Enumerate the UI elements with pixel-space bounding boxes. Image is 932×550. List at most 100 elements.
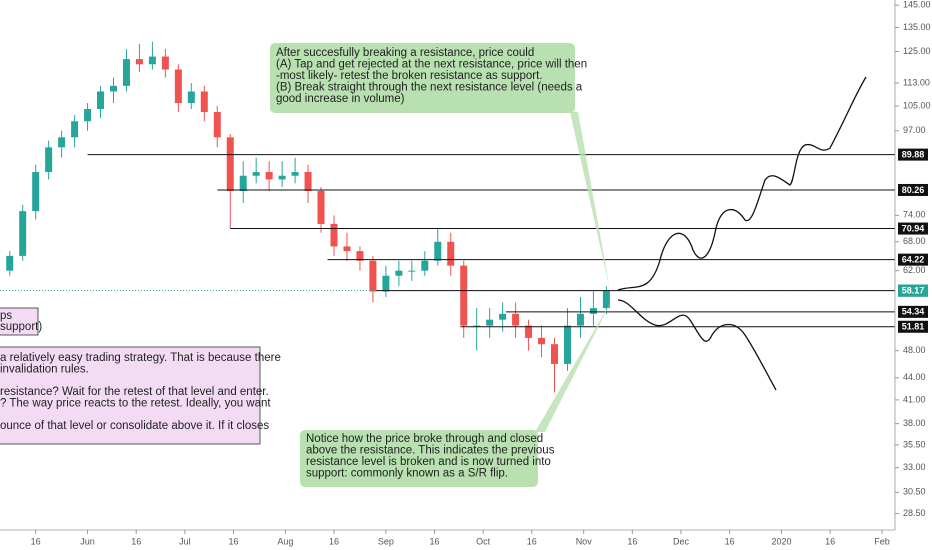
annotation-text: resistance level is broken and is now tu… [306,456,551,468]
x-tick-label: Feb [874,536,890,546]
annotation-text: above the resistance. This indicates the… [306,445,555,457]
y-tick-label: 68.00 [903,236,926,246]
x-tick-label: Dec [673,536,690,546]
candle-body [32,172,40,212]
price-label: 54.34 [902,307,925,317]
candle-body [576,313,584,326]
candle-body [187,91,195,104]
price-label-bg [898,320,928,333]
y-tick-label: 145.00 [903,0,931,10]
x-tick-label: Jun [80,536,95,546]
candle-body [512,313,520,326]
annotation-text: support) [0,321,42,333]
annotation-text: (B) Break straight through the next resi… [276,82,583,94]
candle-body [19,211,27,256]
candle-body [538,337,546,345]
x-tick-label: 16 [627,536,637,546]
candle-body [343,246,351,252]
candle-body [447,241,455,266]
annotation-text: Notice how the price broke through and c… [306,433,543,445]
x-tick-label: 16 [825,536,835,546]
candle-body [473,325,481,327]
annotation-text: good increase in volume) [276,93,405,105]
candle-body [84,108,92,122]
candle-body [97,91,105,109]
annotation-text: ps [0,310,12,322]
annotation-text: invalidation rules. [0,364,89,376]
candle-body [161,56,169,70]
sr-lines [0,154,895,328]
candle-body [421,260,429,271]
candle-body [109,85,117,92]
candle-body [330,223,338,247]
price-label: 70.94 [902,223,925,233]
candle-body [460,265,468,326]
projection-curve-b [617,299,777,391]
candle-body [499,313,507,320]
candles [6,41,610,393]
callout-pointer [535,300,612,432]
x-tick-label: 16 [725,536,735,546]
last-price-label: 58.17 [902,285,925,295]
y-tick-label: 113.00 [903,77,930,87]
y-tick-label: 44.00 [903,372,926,382]
price-label-bg [898,148,928,161]
candle-body [252,172,260,176]
candle-body [563,325,571,364]
candle-body [304,172,312,191]
x-tick-label: Aug [277,536,293,546]
price-label: 89.88 [902,149,925,159]
projection-curve-a [617,76,867,291]
x-tick-label: 16 [31,536,41,546]
price-label-bg [898,183,928,196]
y-tick-label: 62.00 [903,265,926,275]
annotation-text: ? The way price reacts to the retest. Id… [0,398,271,410]
y-tick-label: 38.00 [903,418,926,428]
annotations: After succesfully breaking a resistance,… [0,47,587,480]
candle-body [369,260,377,292]
candle-body [148,56,156,65]
last-price-label-bg [898,284,928,297]
y-tick-label: 105.00 [903,100,931,110]
candle-body [174,69,182,104]
candle-body [45,147,53,173]
annotation-text: support: commonly known as a S/R flip. [306,468,508,480]
price-label-bg [898,222,928,235]
candle-body [265,172,273,180]
annotation-text: a relatively easy trading strategy. That… [0,352,281,364]
price-label-bg [898,305,928,318]
candle-body [434,241,442,261]
price-label-bg [898,253,928,266]
candle-body [602,290,610,309]
candle-body [382,275,390,292]
x-tick-label: 16 [527,536,537,546]
annotation-text: ounce of that level or consolidate above… [0,420,269,432]
y-tick-label: 30.50 [903,487,926,497]
x-tick-label: Jul [179,536,191,546]
candle-body [525,325,533,338]
candle-body [58,137,66,148]
x-tick-label: 2020 [771,536,791,546]
annotation-text: resistance? Wait for the retest of that … [0,386,269,398]
candle-body [71,121,79,138]
candle-body [356,251,364,261]
price-axis [895,0,932,550]
candle-body [551,344,559,364]
y-tick-label: 125.00 [903,46,931,56]
y-tick-label: 35.50 [903,439,926,449]
x-tick-label: 16 [131,536,141,546]
callout-pointer [570,112,610,290]
annotation-text: After succesfully breaking a resistance,… [276,47,534,59]
candle-body [135,59,143,65]
candle-body [213,112,221,138]
candle-body [226,137,234,191]
y-tick-label: 135.00 [903,22,931,32]
candle-body [6,255,14,271]
candle-body [291,172,299,176]
candle-body [395,270,403,276]
y-tick-label: 28.50 [903,508,926,518]
x-tick-label: 16 [430,536,440,546]
x-tick-label: Nov [576,536,593,546]
y-tick-label: 41.00 [903,394,926,404]
y-tick-label: 74.00 [903,210,926,220]
